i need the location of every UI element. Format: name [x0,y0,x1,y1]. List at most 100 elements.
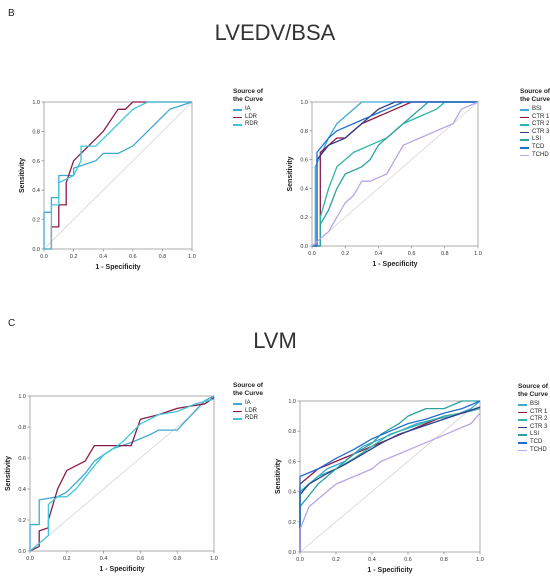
y-tick-label-2-3: 0.6 [18,456,26,462]
section-title-lvm: LVM [253,328,297,353]
legend-1: Source of the Curve BSI CTR 1 CTR 2 CTR 3 LSI… [520,88,550,159]
legend-title: Source of the Curve [518,383,548,398]
legend-item: BSI [520,106,550,114]
y-axis-label-3: Sensitivity [275,459,282,494]
reference-line-1 [311,101,479,247]
legend-item: CTR 2 [518,416,548,424]
x-tick-label-2-1: 0.2 [63,556,71,562]
x-tick-label-3-0: 0.0 [296,557,304,563]
legend-swatch [520,131,529,134]
y-tick-label-3-0: 0.0 [288,550,296,556]
y-tick-label-3-5: 1.0 [288,399,296,405]
y-tick-label-2-4: 0.8 [18,425,26,431]
legend-swatch [233,116,242,119]
y-tick-label-0-0: 0.0 [32,247,40,253]
x-tick-label-3-2: 0.4 [368,557,376,563]
plot-frame-2 [29,395,215,552]
x-tick-label-2-3: 0.6 [137,556,145,562]
series-line-ctr-3-3 [299,406,481,552]
x-tick-label-2-2: 0.4 [100,556,108,562]
legend-label: IA [245,400,251,406]
x-axis-label-2: 1 - Specificity [99,566,144,573]
x-tick-label-2-4: 0.8 [173,556,181,562]
legend-swatch [520,139,529,141]
legend-label: CTR 1 [532,113,550,120]
series-line-ldr-0 [44,101,192,250]
legend-swatch [518,449,527,452]
x-axis-label-1: 1 - Specificity [372,261,417,268]
series-line-ldr-2 [29,397,215,552]
y-tick-label-2-1: 0.2 [18,518,26,524]
legend-label: CTR 3 [530,423,548,430]
legend-swatch [518,419,527,421]
x-tick-label-0-1: 0.2 [70,254,78,260]
series-line-lsi-1 [312,101,478,247]
legend-item: CTR 3 [518,424,548,432]
series-line-ctr-2-1 [312,101,478,247]
series-line-tchd-1 [311,101,479,247]
y-tick-label-3-3: 0.6 [288,459,296,465]
legend-swatch [233,109,242,111]
series-line-bsi-1 [312,101,478,247]
x-tick-label-3-3: 0.6 [404,557,412,563]
x-tick-label-0-3: 0.6 [129,254,137,260]
legend-item: TCHD [518,447,548,455]
y-tick-label-1-1: 0.2 [300,215,308,221]
series-line-rdr-0 [44,101,192,250]
legend-item: LDR [233,114,263,122]
legend-item: TCD [518,439,548,447]
series-line-tchd-3 [299,412,481,552]
y-tick-label-2-5: 1.0 [18,394,26,400]
legend-item: IA [233,400,263,408]
legend-label: BSI [532,106,542,112]
legend-swatch [520,146,529,149]
x-tick-label-3-4: 0.8 [440,557,448,563]
panel-letter-c: C [8,318,16,329]
series-line-tcd-3 [299,400,481,552]
legend-swatch [233,418,242,420]
legend-swatch [520,116,529,119]
y-axis-label-1: Sensitivity [287,156,294,191]
panel-letter-b: B [8,8,15,19]
legend-3: Source of the Curve BSI CTR 1 CTR 2 CTR 3 LSI… [518,383,548,454]
legend-label: BSI [530,401,540,407]
x-tick-label-2-0: 0.0 [26,556,34,562]
y-tick-label-1-4: 0.8 [300,129,308,135]
legend-title: Source of the Curve [233,88,263,103]
legend-swatch [233,410,242,413]
x-tick-label-0-5: 1.0 [188,254,196,260]
legend-title: Source of the Curve [520,88,550,103]
legend-label: TCHD [530,446,547,453]
legend-swatch [518,434,527,436]
x-tick-label-1-3: 0.6 [408,251,416,257]
x-tick-label-3-5: 1.0 [476,557,484,563]
legend-swatch [233,403,242,405]
reference-line-3 [299,400,481,553]
legend-label: RDR [245,121,258,128]
y-tick-label-0-3: 0.6 [32,159,40,165]
legend-label: LDR [245,407,258,414]
y-tick-label-2-2: 0.4 [18,487,26,493]
legend-item: BSI [518,401,548,409]
x-tick-label-3-1: 0.2 [332,557,340,563]
legend-label: TCD [530,438,543,445]
y-tick-label-1-5: 1.0 [300,100,308,106]
x-tick-label-0-4: 0.8 [159,254,167,260]
plot-frame-0 [43,101,193,250]
legend-swatch [518,426,527,429]
x-tick-label-0-0: 0.0 [40,254,48,260]
x-tick-label-0-2: 0.4 [99,254,107,260]
legend-label: TCD [532,143,545,150]
legend-swatch [233,124,242,126]
x-tick-label-1-1: 0.2 [341,251,349,257]
legend-swatch [518,404,527,406]
series-line-lsi-3 [299,400,480,552]
reference-line-0 [43,101,193,250]
y-tick-label-1-0: 0.0 [300,244,308,250]
legend-2: Source of the Curve IA LDR RDR [233,382,263,423]
series-line-rdr-2 [29,398,215,552]
legend-label: RDR [245,415,258,422]
y-tick-label-0-2: 0.4 [32,188,40,194]
legend-label: TCHD [532,151,549,158]
